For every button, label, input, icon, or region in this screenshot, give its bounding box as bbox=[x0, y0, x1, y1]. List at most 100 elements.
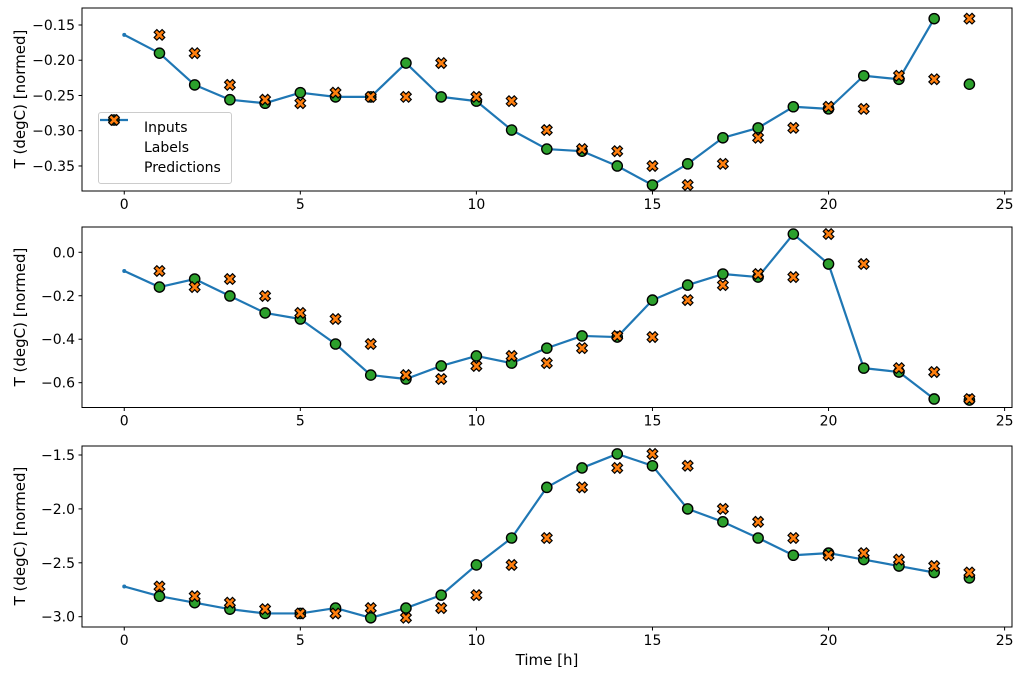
y-axis-label-subplot-1: T (degC) [normed] bbox=[11, 29, 29, 169]
prediction-marker bbox=[787, 270, 800, 284]
prediction-marker bbox=[575, 481, 589, 494]
x-tick-label: 10 bbox=[467, 633, 485, 649]
prediction-marker bbox=[681, 178, 694, 192]
label-marker bbox=[505, 124, 518, 136]
x-tick-label: 25 bbox=[996, 414, 1014, 430]
label-marker bbox=[787, 549, 800, 562]
label-marker bbox=[611, 448, 624, 460]
y-tick-label: −0.35 bbox=[32, 159, 75, 175]
label-marker bbox=[541, 481, 553, 494]
label-marker bbox=[752, 532, 764, 544]
y-tick-label: −0.25 bbox=[32, 88, 75, 104]
axes-frame bbox=[81, 7, 1013, 192]
label-marker bbox=[681, 158, 694, 170]
input-marker bbox=[122, 268, 127, 273]
prediction-marker bbox=[575, 341, 589, 355]
prediction-marker bbox=[611, 329, 624, 343]
prediction-marker bbox=[153, 28, 166, 42]
prediction-marker bbox=[188, 590, 201, 603]
label-marker bbox=[153, 47, 166, 59]
input-marker bbox=[122, 32, 127, 37]
label-marker bbox=[153, 281, 166, 293]
legend-label-inputs: Inputs bbox=[144, 120, 188, 136]
label-marker bbox=[646, 294, 659, 306]
inputs-line bbox=[123, 18, 936, 187]
y-tick-label: −0.15 bbox=[32, 18, 75, 34]
label-marker bbox=[364, 369, 377, 381]
prediction-marker bbox=[822, 227, 835, 241]
label-marker bbox=[153, 590, 166, 603]
label-marker bbox=[646, 179, 659, 191]
x-tick-label: 25 bbox=[996, 197, 1014, 213]
prediction-marker bbox=[857, 546, 870, 560]
label-marker bbox=[294, 86, 307, 99]
label-marker bbox=[752, 122, 764, 134]
prediction-marker bbox=[470, 588, 483, 602]
x-tick-label: 0 bbox=[120, 414, 129, 430]
label-marker bbox=[787, 228, 800, 240]
label-marker bbox=[787, 100, 800, 113]
x-tick-label: 15 bbox=[644, 414, 662, 430]
prediction-marker bbox=[928, 559, 941, 573]
label-marker bbox=[822, 258, 835, 270]
x-tick-label: 10 bbox=[467, 197, 485, 213]
label-marker bbox=[259, 307, 271, 319]
label-marker bbox=[188, 79, 201, 91]
inputs-line bbox=[123, 232, 935, 400]
prediction-marker bbox=[540, 123, 553, 137]
axes-frame bbox=[81, 226, 1013, 408]
prediction-marker bbox=[223, 596, 237, 609]
label-marker bbox=[963, 78, 976, 91]
x-tick-label: 0 bbox=[120, 197, 129, 213]
prediction-marker bbox=[153, 580, 166, 593]
prediction-marker bbox=[716, 502, 730, 516]
label-marker bbox=[224, 290, 236, 302]
prediction-marker bbox=[223, 272, 237, 286]
predictions-x-icon bbox=[105, 113, 135, 175]
x-tick-label: 20 bbox=[820, 414, 838, 430]
x-tick-label: 5 bbox=[296, 633, 305, 649]
prediction-marker bbox=[681, 293, 694, 307]
prediction-marker bbox=[399, 90, 413, 104]
label-marker bbox=[857, 362, 870, 374]
labels-circle-icon bbox=[105, 114, 135, 155]
prediction-marker bbox=[857, 257, 870, 271]
x-axis-label: Time [h] bbox=[515, 651, 579, 669]
prediction-marker bbox=[294, 607, 307, 620]
prediction-marker bbox=[716, 157, 730, 171]
prediction-marker bbox=[435, 56, 448, 70]
prediction-marker bbox=[540, 356, 553, 370]
legend: Inputs Labels Predictions bbox=[98, 112, 232, 184]
label-marker bbox=[400, 57, 412, 69]
prediction-marker bbox=[646, 447, 659, 461]
prediction-marker bbox=[329, 607, 342, 620]
label-marker bbox=[364, 611, 377, 624]
label-marker bbox=[470, 559, 483, 571]
label-marker bbox=[329, 338, 342, 350]
label-marker bbox=[681, 503, 694, 515]
prediction-marker bbox=[399, 368, 413, 382]
prediction-marker bbox=[258, 603, 272, 616]
prediction-marker bbox=[294, 306, 307, 320]
y-tick-label: −1.5 bbox=[41, 448, 75, 464]
prediction-marker bbox=[188, 47, 201, 60]
prediction-marker bbox=[540, 531, 553, 545]
y-tick-label: −0.20 bbox=[32, 53, 75, 69]
label-marker bbox=[470, 350, 483, 362]
label-marker bbox=[541, 143, 553, 155]
prediction-marker bbox=[153, 264, 166, 278]
label-marker bbox=[400, 602, 412, 614]
y-axis-label-subplot-3: T (degC) [normed] bbox=[11, 466, 29, 606]
prediction-marker bbox=[329, 86, 342, 99]
y-tick-label: −0.6 bbox=[41, 376, 75, 392]
prediction-marker bbox=[505, 558, 518, 572]
prediction-marker bbox=[611, 145, 624, 158]
label-marker bbox=[717, 268, 729, 280]
label-marker bbox=[435, 589, 447, 601]
prediction-marker bbox=[470, 90, 483, 104]
x-tick-label: 25 bbox=[996, 633, 1014, 649]
prediction-marker bbox=[892, 553, 906, 566]
x-tick-label: 0 bbox=[120, 633, 129, 649]
